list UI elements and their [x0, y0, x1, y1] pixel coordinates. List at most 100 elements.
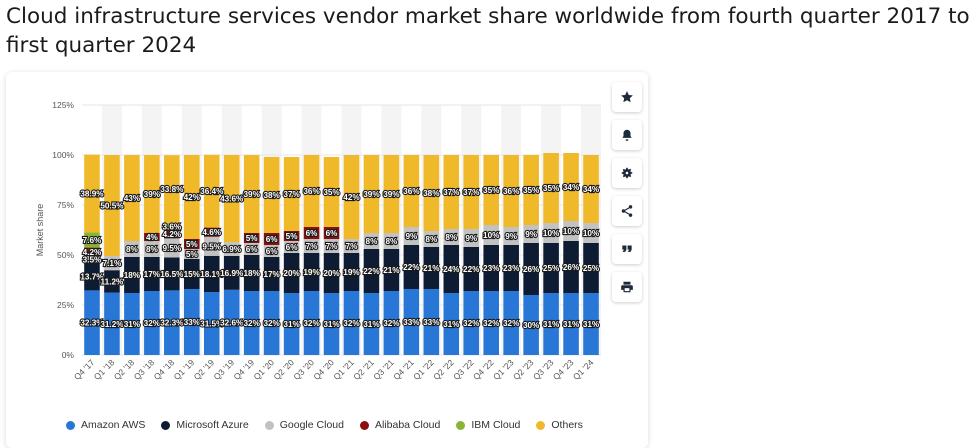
legend-item[interactable]: Microsoft Azure [161, 419, 249, 431]
bar-segment [423, 289, 440, 355]
data-label: 32% [144, 319, 161, 328]
bar-segment [283, 253, 300, 293]
bar-segment [303, 239, 320, 253]
bar-segment [223, 256, 240, 290]
data-label: 4% [146, 233, 159, 242]
bar-segment [363, 233, 380, 249]
share-button[interactable] [612, 196, 642, 226]
x-tick-label: Q3 '19 [212, 357, 237, 382]
data-label: 5% [286, 232, 299, 241]
data-label: 25% [543, 264, 560, 273]
x-tick-label: Q4 '22 [471, 357, 496, 382]
data-label: 43.6% [220, 195, 244, 204]
bar-segment [144, 241, 160, 257]
x-tick-label: Q3 '18 [132, 357, 157, 382]
x-tick-label: Q2 '22 [431, 357, 456, 382]
bar-segment [243, 155, 260, 233]
data-label: 42% [343, 193, 360, 202]
legend-item[interactable]: Alibaba Cloud [359, 419, 441, 431]
bar-segment [503, 227, 519, 245]
x-tick-label: Q1 '24 [571, 357, 596, 382]
bar-segment [184, 239, 200, 249]
bar-segment [483, 245, 499, 291]
data-label: 7% [326, 242, 339, 251]
bar-segment [303, 155, 320, 227]
bar-segment [363, 155, 380, 233]
bar-segment [104, 155, 120, 256]
bar-segment [223, 289, 240, 355]
bar-segment [203, 236, 220, 256]
bar-segment [383, 249, 400, 291]
share-icon [621, 205, 633, 217]
bar-segment [463, 155, 480, 229]
favorite-button[interactable] [612, 82, 642, 112]
bar-segment [164, 257, 180, 291]
bar-segment [343, 291, 360, 355]
x-tick-label: Q4 '17 [72, 357, 97, 382]
data-label: 6% [326, 229, 339, 238]
legend-item[interactable]: IBM Cloud [456, 419, 520, 431]
data-label: 19% [343, 268, 360, 277]
data-label: 26% [563, 263, 580, 272]
data-label: 22% [403, 263, 420, 272]
notification-button[interactable] [612, 120, 642, 150]
legend-label: Others [551, 419, 583, 431]
y-tick-label: 50% [57, 250, 74, 260]
bar-segment [483, 155, 499, 225]
bar-segment [543, 243, 559, 293]
bar-segment [144, 291, 160, 355]
legend-item[interactable]: Others [536, 419, 583, 431]
data-label: 33.8% [160, 185, 184, 194]
data-label: 16.9% [220, 269, 244, 278]
data-label: 35% [323, 188, 340, 197]
x-tick-label: Q4 '21 [391, 357, 416, 382]
bar-segment [503, 245, 519, 291]
legend-swatch [161, 420, 171, 430]
x-tick-label: Q1 '23 [491, 357, 516, 382]
data-label: 9% [525, 230, 538, 239]
data-label: 34% [563, 183, 580, 192]
data-label: 31% [283, 320, 300, 329]
settings-button[interactable] [612, 158, 642, 188]
bar-segment [443, 245, 460, 293]
data-label: 35% [543, 184, 560, 193]
bar-segment [323, 239, 340, 253]
data-label: 20% [283, 269, 300, 278]
bar-segment [84, 154, 100, 233]
bar-segment [503, 155, 519, 227]
bar-segment [164, 222, 180, 230]
data-label: 16.5% [160, 270, 184, 279]
bar-segment [124, 293, 140, 355]
bar-segment [343, 253, 360, 291]
data-label: 10% [583, 229, 600, 238]
bar-segment [144, 155, 160, 233]
bar-segment [423, 155, 440, 231]
bar-segment [263, 233, 280, 245]
x-tick-label: Q3 '21 [371, 357, 396, 382]
data-label: 5% [186, 240, 199, 249]
print-button[interactable] [612, 272, 642, 302]
y-tick-label: 125% [52, 100, 74, 110]
cite-button[interactable] [612, 234, 642, 264]
bar-segment [523, 155, 539, 225]
data-label: 18% [124, 271, 141, 280]
bar-segment [203, 227, 220, 237]
data-label: 24% [443, 265, 460, 274]
legend-label: Google Cloud [279, 419, 344, 431]
data-label: 22% [463, 265, 480, 274]
legend-label: Alibaba Cloud [374, 419, 441, 431]
x-tick-label: Q4 '19 [231, 357, 256, 382]
bar-segment [104, 292, 120, 355]
legend-item[interactable]: Amazon AWS [66, 419, 145, 431]
legend-swatch [66, 420, 75, 430]
data-label: 35% [483, 186, 500, 195]
bar-segment [263, 257, 280, 291]
data-label: 6% [246, 245, 259, 254]
data-label: 8% [445, 233, 458, 242]
bar-segment [443, 293, 460, 355]
bar-segment [84, 247, 100, 256]
legend-item[interactable]: Google Cloud [264, 419, 344, 431]
bar-segment [543, 153, 559, 223]
data-label: 43% [124, 194, 141, 203]
bar-segment [184, 249, 200, 259]
